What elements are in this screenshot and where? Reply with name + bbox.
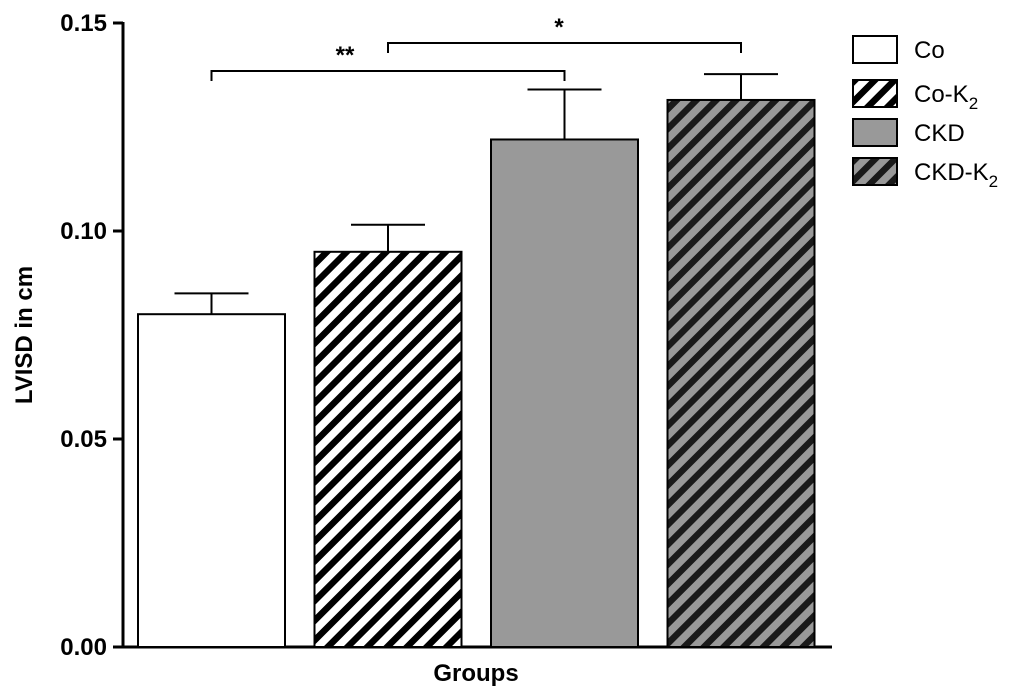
significance-brackets: *** bbox=[210, 14, 742, 81]
legend-label-co-k2: Co-K2 bbox=[914, 81, 978, 113]
legend: Co Co-K2 CKD CKD-K2 bbox=[852, 35, 998, 191]
legend-swatch-co-k2 bbox=[852, 79, 898, 108]
y-tick-label: 0.15 bbox=[60, 10, 107, 37]
bars bbox=[137, 73, 816, 649]
bar-ckd-k2 bbox=[666, 98, 816, 648]
legend-swatch-ckd-k2 bbox=[852, 157, 898, 186]
bar-co-k2 bbox=[313, 250, 463, 649]
legend-label-ckd: CKD bbox=[914, 120, 965, 147]
legend-label-ckd-k2: CKD-K2 bbox=[914, 159, 998, 191]
y-tick-label: 0.05 bbox=[60, 426, 107, 453]
x-axis-title: Groups bbox=[433, 660, 518, 687]
y-tick-label: 0.10 bbox=[60, 218, 107, 245]
y-axis-title: LVISD in cm bbox=[11, 266, 38, 404]
y-axis: 0.00 0.05 0.10 0.15 bbox=[60, 10, 832, 661]
significance-bracket bbox=[387, 42, 742, 53]
bar-ckd bbox=[490, 138, 639, 648]
significance-label: * bbox=[554, 14, 564, 41]
legend-swatch-ckd bbox=[852, 118, 898, 147]
bar-co bbox=[137, 313, 286, 648]
legend-swatch-co bbox=[852, 35, 898, 64]
legend-label-co: Co bbox=[914, 37, 945, 64]
significance-label: ** bbox=[336, 42, 355, 69]
y-tick-label: 0.00 bbox=[60, 634, 107, 661]
significance-bracket bbox=[210, 70, 566, 81]
